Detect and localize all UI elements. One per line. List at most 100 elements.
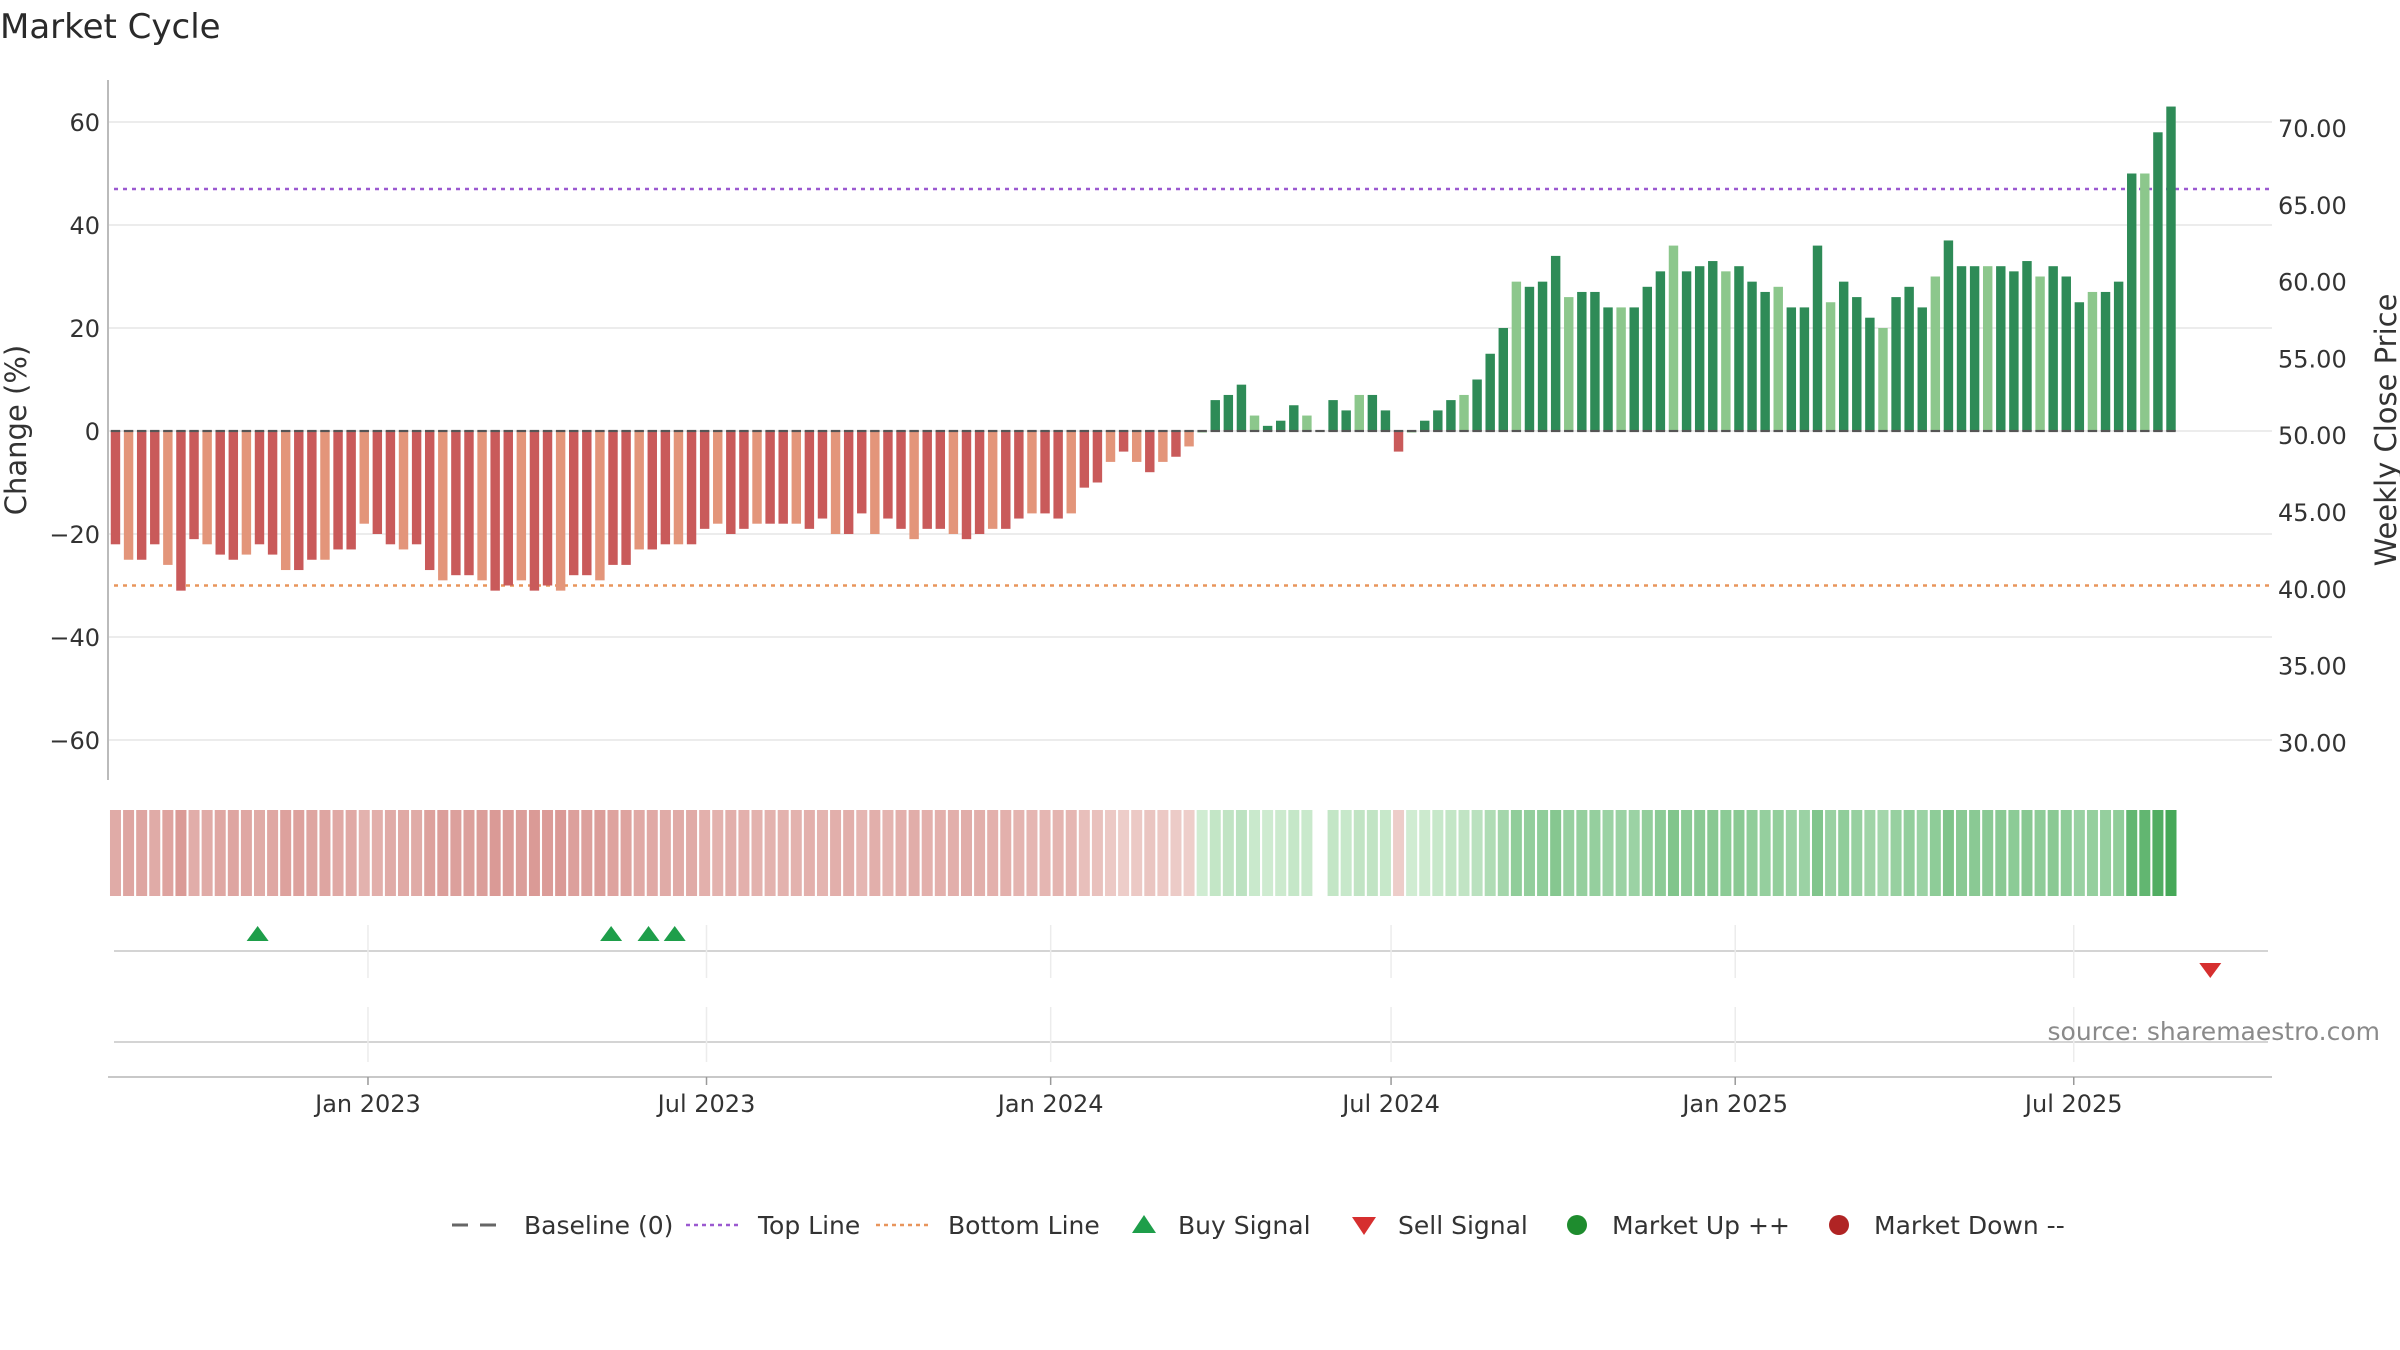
cycle-cell <box>1091 810 1103 896</box>
bar <box>1027 431 1037 514</box>
bar <box>202 431 212 545</box>
bar <box>215 431 225 555</box>
cycle-cell <box>1615 810 1627 896</box>
bar <box>1590 291 1600 431</box>
bar <box>176 431 186 591</box>
bar <box>1577 291 1587 431</box>
bar <box>713 431 723 524</box>
bar <box>1825 302 1836 431</box>
bar <box>804 431 815 529</box>
bar <box>2022 261 2032 431</box>
cycle-cell <box>686 810 698 896</box>
cycle-cell <box>2086 810 2098 896</box>
y-tick-label-right: 35.00 <box>2278 653 2347 681</box>
cycle-cell <box>2021 810 2033 896</box>
cycle-cell <box>856 810 868 896</box>
bar <box>569 431 579 576</box>
bar <box>294 431 304 571</box>
bar <box>136 431 147 560</box>
cycle-cell <box>1641 810 1653 896</box>
x-tick-label: Jan 2023 <box>313 1090 421 1118</box>
cycle-cell <box>1903 810 1915 896</box>
bar <box>1969 266 1980 431</box>
cycle-cell <box>1039 810 1051 896</box>
bar <box>2113 281 2124 431</box>
chart-title: Market Cycle <box>0 7 221 47</box>
cycle-cell <box>1157 810 1169 896</box>
bar <box>1302 415 1312 431</box>
legend-circle-swatch <box>1829 1215 1849 1235</box>
cycle-cell <box>1445 810 1457 896</box>
cycle-cell <box>974 810 986 896</box>
cycle-cell <box>1602 810 1614 896</box>
bar <box>870 431 880 534</box>
bar <box>150 431 160 545</box>
bar <box>1236 384 1247 431</box>
y-tick-label-left: −20 <box>49 521 100 549</box>
bar <box>359 431 369 524</box>
bar <box>1812 245 1823 431</box>
legend-item-baseline-0: Baseline (0) <box>452 1211 673 1240</box>
bars <box>110 106 2176 591</box>
cycle-cell <box>1065 810 1077 896</box>
bar <box>778 431 788 524</box>
bar <box>935 431 946 529</box>
cycle-cell <box>1432 810 1444 896</box>
cycle-cell <box>1393 810 1405 896</box>
bar <box>1472 379 1482 431</box>
cycle-cell <box>109 810 121 896</box>
buy-signal-marker <box>246 926 269 941</box>
bar <box>1642 286 1653 431</box>
cycle-cell <box>214 810 226 896</box>
cycle-cell <box>2126 810 2138 896</box>
cycle-cell <box>162 810 174 896</box>
bar <box>673 431 684 545</box>
cycle-cell <box>227 810 239 896</box>
bar <box>1367 394 1378 431</box>
legend-label: Market Down -- <box>1874 1211 2065 1240</box>
cycle-cell <box>149 810 161 896</box>
cycle-cell <box>1262 810 1274 896</box>
legend-triangle-up-swatch <box>1132 1215 1156 1233</box>
bar <box>1223 394 1234 431</box>
legend: Baseline (0) Top Line Bottom Line Buy Signa… <box>452 1211 2065 1240</box>
bar <box>660 431 671 545</box>
bar <box>438 431 448 581</box>
bar <box>490 431 500 591</box>
bar <box>1485 353 1495 431</box>
bar <box>1249 415 1260 431</box>
bar <box>2035 276 2045 431</box>
bar <box>333 431 343 550</box>
bar <box>123 431 134 560</box>
bar <box>477 431 487 581</box>
cycle-cell <box>594 810 606 896</box>
bar <box>2100 291 2111 431</box>
bar <box>1131 431 1142 462</box>
bar <box>1943 240 1954 431</box>
legend-label: Market Up ++ <box>1612 1211 1790 1240</box>
cycle-cell <box>947 810 959 896</box>
cycle-cell <box>306 810 318 896</box>
bar <box>883 431 893 519</box>
bar <box>1289 405 1299 431</box>
bar <box>974 431 985 534</box>
cycle-cell <box>672 810 684 896</box>
cycle-cell <box>319 810 331 896</box>
cycle-cell <box>293 810 305 896</box>
cycle-cell <box>1419 810 1431 896</box>
cycle-cell <box>1995 810 2007 896</box>
cycle-cell <box>345 810 357 896</box>
y-tick-label-left: 40 <box>69 212 100 240</box>
cycle-cell <box>1576 810 1588 896</box>
bar <box>1852 297 1862 431</box>
bar <box>372 431 383 534</box>
x-tick-label: Jul 2025 <box>2023 1090 2123 1118</box>
cycle-cell <box>1000 810 1012 896</box>
bar <box>320 431 330 560</box>
cycle-cell <box>123 810 135 896</box>
bar <box>1420 420 1430 431</box>
bar <box>1694 266 1705 431</box>
buy-signal-marker <box>637 926 660 941</box>
bar <box>752 431 762 524</box>
bar <box>189 431 199 540</box>
